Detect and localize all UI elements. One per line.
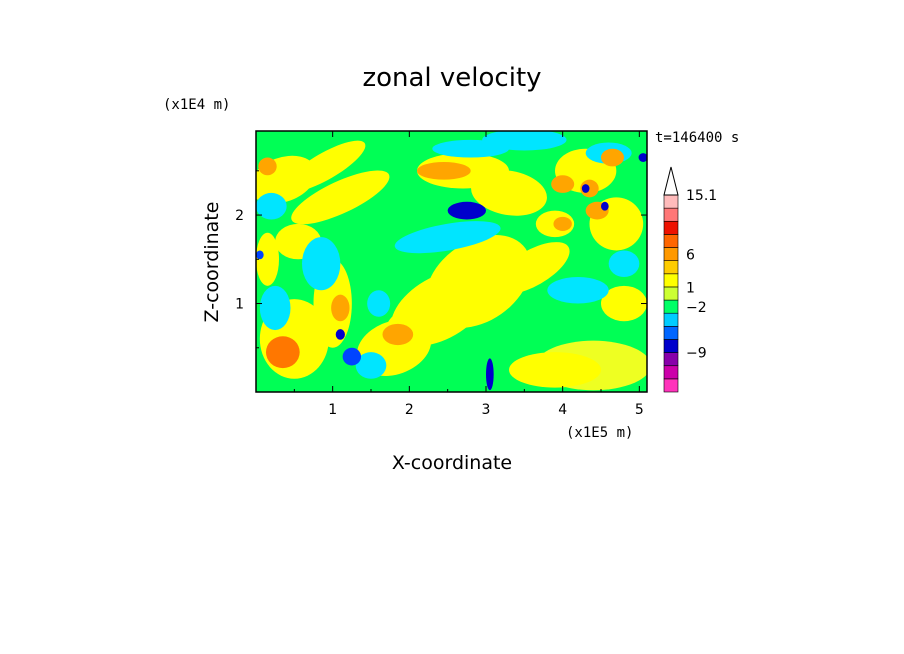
colorbar-segment <box>663 220 679 235</box>
contour-blob <box>259 285 291 331</box>
contour-blob <box>601 285 647 322</box>
colorbar-segment <box>663 299 679 314</box>
contour-blob <box>256 232 279 286</box>
contour-blob <box>601 201 609 211</box>
contour-blob <box>335 329 345 340</box>
y-axis: 12 <box>235 170 647 349</box>
contour-blob <box>256 192 287 220</box>
colorbar-segment <box>663 312 679 327</box>
contour-blob <box>581 184 590 193</box>
contour-blob <box>265 336 300 369</box>
colorbar-segment <box>663 339 679 353</box>
x-tick-label: 2 <box>405 402 414 418</box>
contour-blob <box>471 170 547 216</box>
colorbar-segment <box>663 194 679 209</box>
x-tick-label: 4 <box>558 402 567 418</box>
contour-blob <box>367 290 391 317</box>
plot-frame <box>255 130 648 393</box>
colorbar-segment <box>663 326 679 340</box>
x-tick-label: 5 <box>635 402 644 418</box>
colorbar: 15.1 6 1 −2 −9 <box>663 166 717 393</box>
contour-blob <box>291 170 390 225</box>
contour-blob <box>638 153 647 162</box>
plot-area <box>256 131 647 392</box>
x-axis: 1 2 3 4 5 <box>293 131 644 418</box>
contour-blob <box>394 221 501 254</box>
contour-blob <box>608 250 640 277</box>
colorbar-segment <box>663 207 679 222</box>
contour-blob <box>342 347 362 366</box>
colorbar-segment <box>663 247 679 261</box>
contour-blob <box>551 175 575 193</box>
colorbar-segment <box>663 273 679 288</box>
contour-blob <box>417 161 471 180</box>
contour-blob <box>302 237 341 291</box>
time-label: t=146400 s <box>655 130 739 146</box>
x-tick-label: 3 <box>482 402 491 418</box>
contour-blob <box>494 242 570 295</box>
y-axis-label: Z-coordinate <box>201 202 223 323</box>
colorbar-label: −2 <box>686 300 707 316</box>
y-tick-label: 1 <box>235 297 244 313</box>
contour-blob <box>486 358 494 391</box>
y-unit-label: (x1E4 m) <box>163 97 230 113</box>
contour-blobs <box>256 131 647 391</box>
contour-blob <box>258 157 277 176</box>
colorbar-segment <box>663 234 679 248</box>
contour-blob <box>256 250 264 260</box>
colorbar-arrow <box>663 166 679 196</box>
contour-blob <box>447 201 487 220</box>
contour-blob <box>284 140 366 193</box>
contour-blob <box>355 352 387 379</box>
colorbar-segment <box>663 365 679 380</box>
contour-blob <box>509 352 601 388</box>
colorbar-segment <box>663 260 679 275</box>
chart-title: zonal velocity <box>362 63 541 93</box>
colorbar-segment <box>663 352 679 367</box>
contour-blob <box>547 276 609 304</box>
contour-blob <box>601 148 624 167</box>
contour-blob <box>331 294 350 322</box>
colorbar-label: −9 <box>686 346 707 362</box>
colorbar-segment <box>663 378 679 393</box>
y-tick-label: 2 <box>235 208 244 224</box>
contour-blob <box>382 323 414 346</box>
colorbar-label: 6 <box>686 248 695 264</box>
contour-blob <box>553 216 572 231</box>
x-tick-label: 1 <box>328 402 337 418</box>
colorbar-label: 15.1 <box>686 188 717 204</box>
colorbar-label: 1 <box>686 280 695 296</box>
colorbar-segment <box>663 286 679 301</box>
x-axis-label: X-coordinate <box>392 452 512 474</box>
contour-blob <box>432 139 509 158</box>
x-unit-label: (x1E5 m) <box>566 425 633 441</box>
